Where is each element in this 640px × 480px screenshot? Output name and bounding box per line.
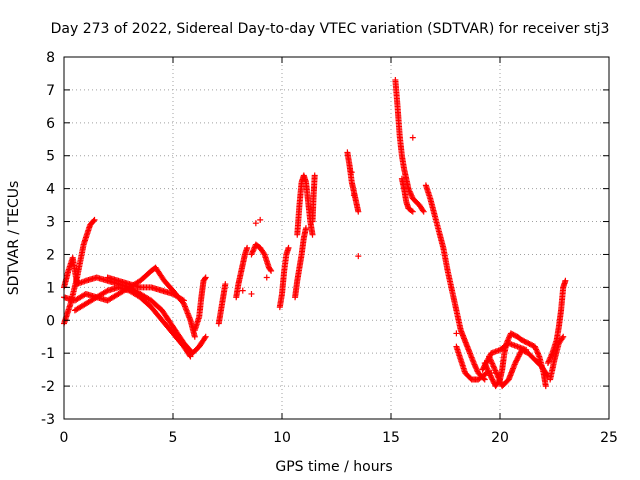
x-tick-label: 0 — [60, 430, 69, 446]
y-tick-label: 5 — [46, 149, 55, 165]
data-point-arc12 — [309, 231, 316, 238]
chart-title: Day 273 of 2022, Sidereal Day-to-day VTE… — [51, 21, 610, 37]
data-point-arc9 — [267, 266, 274, 273]
data-point-isolated — [348, 169, 355, 176]
data-point-isolated — [488, 369, 495, 376]
data-point-arc20 — [516, 350, 523, 357]
data-point-isolated — [409, 134, 416, 141]
data-point-arc20 — [513, 357, 520, 364]
data-point-arc23 — [560, 333, 567, 340]
data-point-isolated — [252, 220, 259, 227]
data-point-arc19 — [529, 342, 536, 349]
y-tick-label: -2 — [41, 379, 55, 395]
data-point-isolated — [263, 274, 270, 281]
y-tick-label: 7 — [46, 83, 55, 99]
data-point-arc19 — [526, 340, 533, 347]
data-point-arc19 — [510, 331, 517, 338]
grid — [64, 57, 609, 419]
x-axis-label: GPS time / hours — [275, 459, 392, 475]
data-point-arc19 — [487, 372, 494, 379]
x-tick-label: 5 — [169, 430, 178, 446]
data-point-arc16 — [409, 208, 416, 215]
y-tick-label: -1 — [41, 346, 55, 362]
y-tick-label: 2 — [46, 247, 55, 263]
data-points — [61, 77, 569, 390]
data-point-arc11 — [302, 225, 309, 232]
data-point-arc9 — [260, 250, 267, 257]
plot-frame — [63, 56, 610, 420]
data-point-isolated — [350, 192, 357, 199]
axis-ticks: 0 5 10 15 20 25 -3 -2 -1 0 1 2 3 4 5 6 7 8 — [41, 50, 618, 446]
y-axis-label: SDTVAR / TECUs — [6, 181, 22, 296]
data-point-arc2 — [202, 333, 209, 340]
data-point-arc3 — [191, 333, 198, 340]
data-point-arc2 — [201, 334, 208, 341]
data-point-arc22 — [562, 277, 569, 284]
data-point-arc20 — [514, 356, 521, 363]
data-point-arc19 — [520, 337, 527, 344]
data-point-arc5 — [180, 297, 187, 304]
data-point-arc19 — [518, 337, 525, 344]
data-point-arc4 — [186, 352, 193, 359]
data-point-arc1 — [91, 216, 98, 223]
data-point-arc20 — [512, 360, 519, 367]
data-point-arc23 — [559, 335, 566, 342]
y-tick-label: 0 — [46, 313, 55, 329]
data-point-arc20 — [515, 353, 522, 360]
data-point-isolated — [453, 330, 460, 337]
data-point-arc4 — [103, 288, 110, 295]
data-point-arc19 — [509, 331, 516, 338]
y-tick-label: 1 — [46, 280, 55, 296]
data-point-arc19 — [511, 332, 518, 339]
data-point-arc6 — [202, 274, 209, 281]
data-point-isolated — [239, 287, 246, 294]
data-point-isolated — [248, 290, 255, 297]
data-point-arc19 — [522, 338, 529, 345]
data-point-arc19 — [525, 340, 532, 347]
data-point-arc20 — [516, 352, 523, 359]
data-point-arc8 — [244, 244, 251, 251]
y-tick-label: 4 — [46, 182, 55, 198]
data-point-arc5 — [179, 296, 186, 303]
data-point-arc10 — [285, 244, 292, 251]
data-point-arc7 — [222, 281, 229, 288]
y-tick-label: 6 — [46, 116, 55, 132]
data-point-arc19 — [490, 377, 497, 384]
data-point-arc19 — [489, 376, 496, 383]
data-point-arc19 — [507, 330, 514, 337]
data-point-arc9 — [268, 267, 275, 274]
x-tick-label: 25 — [600, 430, 618, 446]
data-point-arc13 — [311, 172, 318, 179]
data-point-isolated — [355, 253, 362, 260]
data-point-arc15 — [419, 207, 426, 214]
x-tick-label: 10 — [273, 430, 291, 446]
data-point-arc19 — [542, 383, 549, 390]
data-point-arc19 — [527, 341, 534, 348]
data-point-arc21 — [523, 346, 530, 353]
x-tick-label: 20 — [491, 430, 509, 446]
data-point-arc20 — [514, 354, 521, 361]
data-point-arc6 — [201, 275, 208, 282]
data-point-arc16 — [408, 207, 415, 214]
x-tick-label: 15 — [382, 430, 400, 446]
y-tick-label: -3 — [41, 412, 55, 428]
data-point-arc1 — [90, 217, 97, 224]
data-point-arc19 — [521, 338, 528, 345]
data-point-arc20 — [512, 358, 519, 365]
y-tick-label: 8 — [46, 50, 55, 66]
data-point-arc19 — [524, 339, 531, 346]
y-tick-label: 3 — [46, 215, 55, 231]
data-point-isolated — [257, 216, 264, 223]
data-point-arc19 — [488, 375, 495, 382]
data-point-arc4 — [187, 353, 194, 360]
data-point-arc15 — [420, 208, 427, 215]
data-point-arc14 — [355, 208, 362, 215]
